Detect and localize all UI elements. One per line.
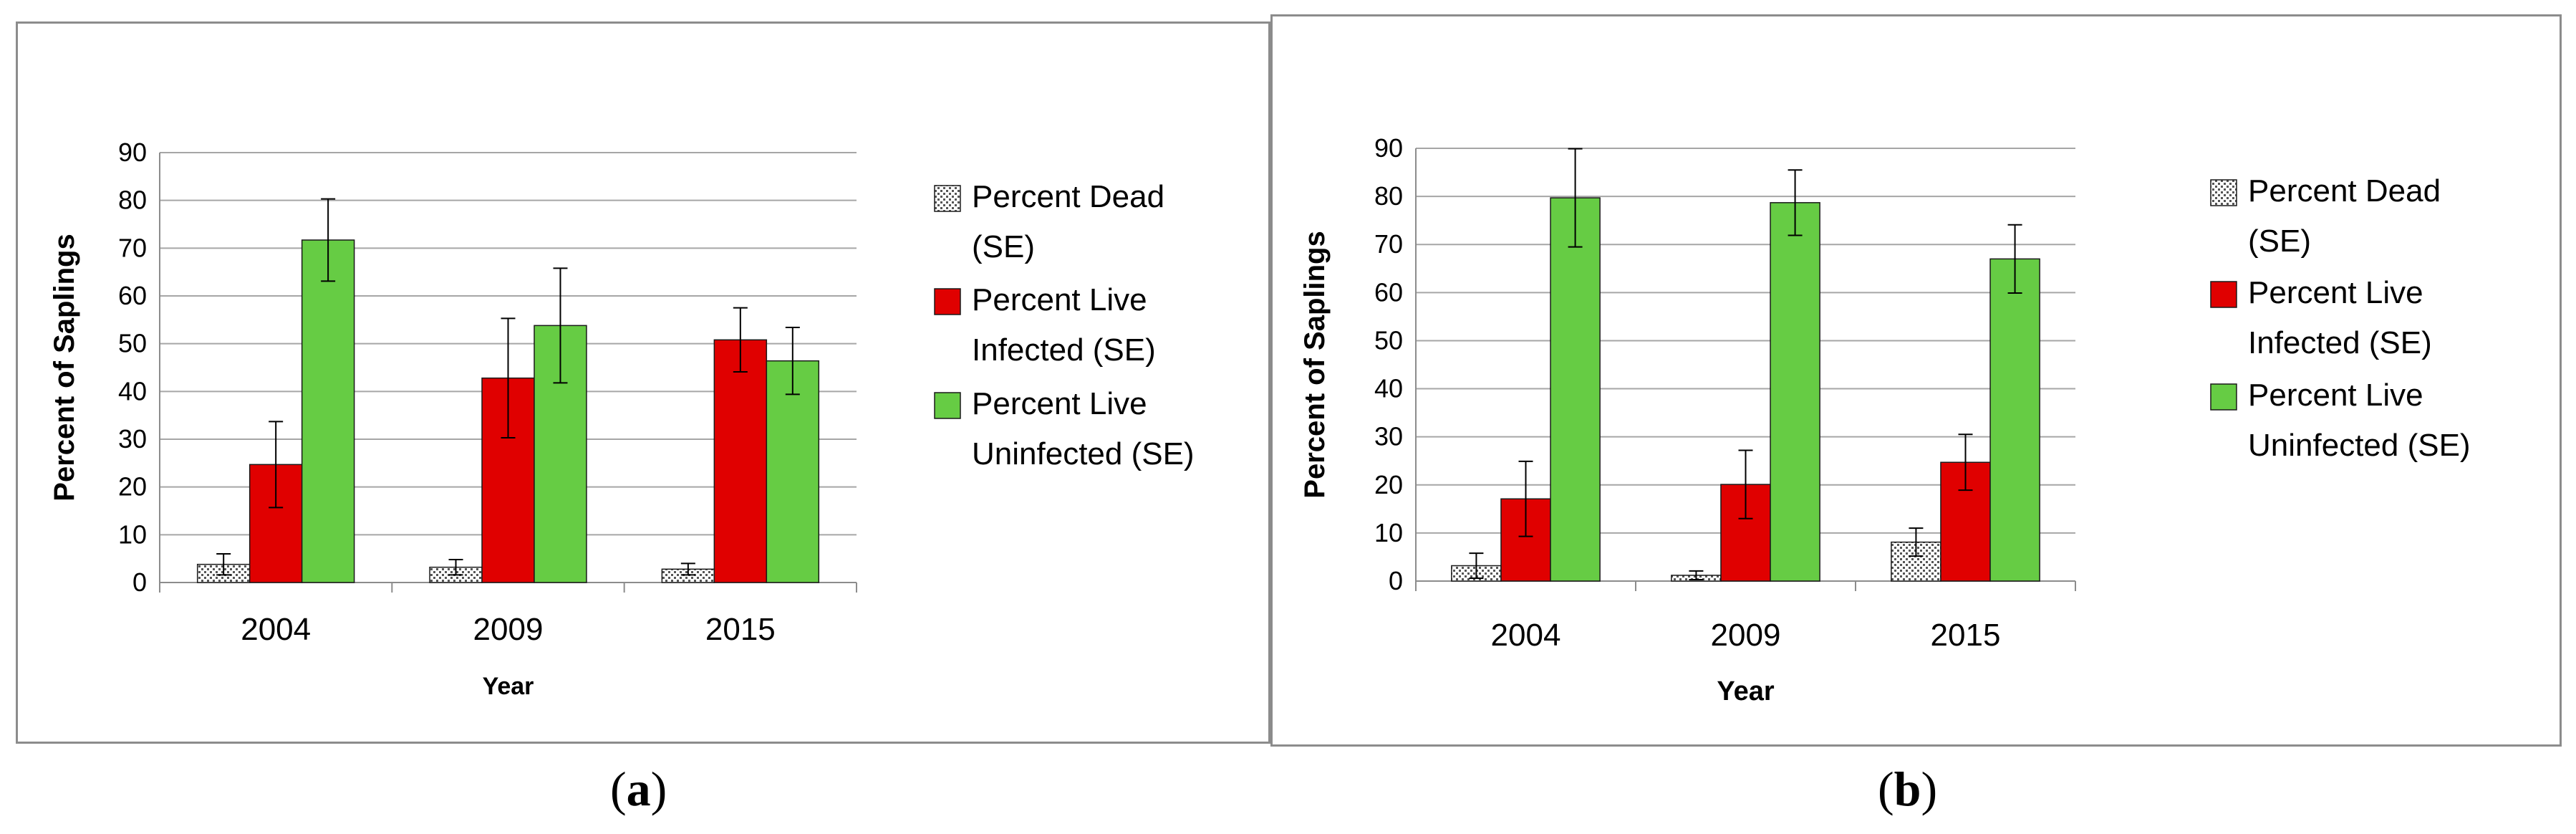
y-tick-label: 50 xyxy=(118,329,147,358)
legend-label: Percent Dead xyxy=(972,179,1164,214)
y-tick-label: 80 xyxy=(118,186,147,215)
x-axis-title: Year xyxy=(1717,676,1775,706)
y-tick-label: 10 xyxy=(1374,518,1403,547)
x-tick-label: 2015 xyxy=(1931,618,2001,653)
panel-caption-a: (a) xyxy=(610,762,667,816)
legend-label: (SE) xyxy=(2248,224,2311,259)
chart-a: 0 10 20 30 40 50 60 70 80 90 2004 2009 2015 Percent o… xyxy=(49,138,1195,700)
legend-label: Uninfected (SE) xyxy=(2248,428,2471,463)
y-tick-label: 60 xyxy=(1374,277,1403,307)
y-tick-label: 40 xyxy=(1374,374,1403,403)
x-tick-label: 2015 xyxy=(705,612,776,647)
y-axis-title: Percent of Saplings xyxy=(49,234,80,501)
y-tick-label: 30 xyxy=(1374,422,1403,451)
x-tick-label: 2004 xyxy=(241,612,311,647)
legend-label: Percent Live xyxy=(2248,378,2423,413)
legend-label: Infected (SE) xyxy=(972,332,1156,368)
y-tick-label: 40 xyxy=(118,376,147,406)
bar-a-2-0 xyxy=(301,239,355,583)
chart-panel-b: 0 10 20 30 40 50 60 70 80 90 2004 2009 2015 Percent o… xyxy=(1270,14,2562,747)
bar-b-2-0 xyxy=(1550,197,1601,582)
bar-a-1-2 xyxy=(713,339,768,583)
legend-swatch xyxy=(2210,281,2237,308)
legend-swatch xyxy=(2210,383,2237,411)
legend-label: Percent Live xyxy=(2248,275,2423,310)
y-tick-label: 50 xyxy=(1374,325,1403,355)
y-tick-label: 60 xyxy=(118,281,147,310)
x-tick-label: 2004 xyxy=(1491,618,1561,653)
chart-panel-a: 0 10 20 30 40 50 60 70 80 90 2004 2009 2015 Percent o… xyxy=(16,21,1270,744)
bar-a-2-2 xyxy=(766,360,820,583)
y-tick-label: 70 xyxy=(1374,229,1403,259)
legend-swatch xyxy=(934,392,961,419)
legend-label: Infected (SE) xyxy=(2248,325,2432,360)
y-tick-label: 90 xyxy=(1374,133,1403,163)
y-tick-label: 10 xyxy=(118,519,147,549)
legend-label: Percent Live xyxy=(972,282,1147,317)
x-axis-title: Year xyxy=(483,673,534,700)
x-tick-label: 2009 xyxy=(473,612,544,647)
legend-label: Uninfected (SE) xyxy=(972,436,1195,471)
legend-swatch xyxy=(934,185,961,212)
x-tick-label: 2009 xyxy=(1711,618,1781,653)
y-tick-label: 0 xyxy=(1389,566,1403,595)
y-tick-label: 90 xyxy=(118,138,147,167)
legend-label: Percent Live xyxy=(972,386,1147,421)
y-axis-title: Percent of Saplings xyxy=(1299,231,1331,498)
chart-b: 0 10 20 30 40 50 60 70 80 90 2004 2009 2015 Percent o… xyxy=(1299,133,2471,706)
y-tick-label: 0 xyxy=(132,567,147,597)
bar-b-2-1 xyxy=(1770,202,1820,582)
legend-label: (SE) xyxy=(972,229,1035,264)
bar-b-2-2 xyxy=(1989,258,2040,582)
y-tick-label: 20 xyxy=(118,472,147,502)
y-tick-label: 70 xyxy=(118,233,147,262)
legend-label: Percent Dead xyxy=(2248,173,2441,208)
y-tick-label: 80 xyxy=(1374,181,1403,211)
panel-caption-b: (b) xyxy=(1878,762,1938,816)
legend-swatch xyxy=(934,288,961,315)
y-tick-label: 30 xyxy=(118,424,147,454)
legend-swatch xyxy=(2210,179,2237,206)
y-tick-label: 20 xyxy=(1374,470,1403,499)
